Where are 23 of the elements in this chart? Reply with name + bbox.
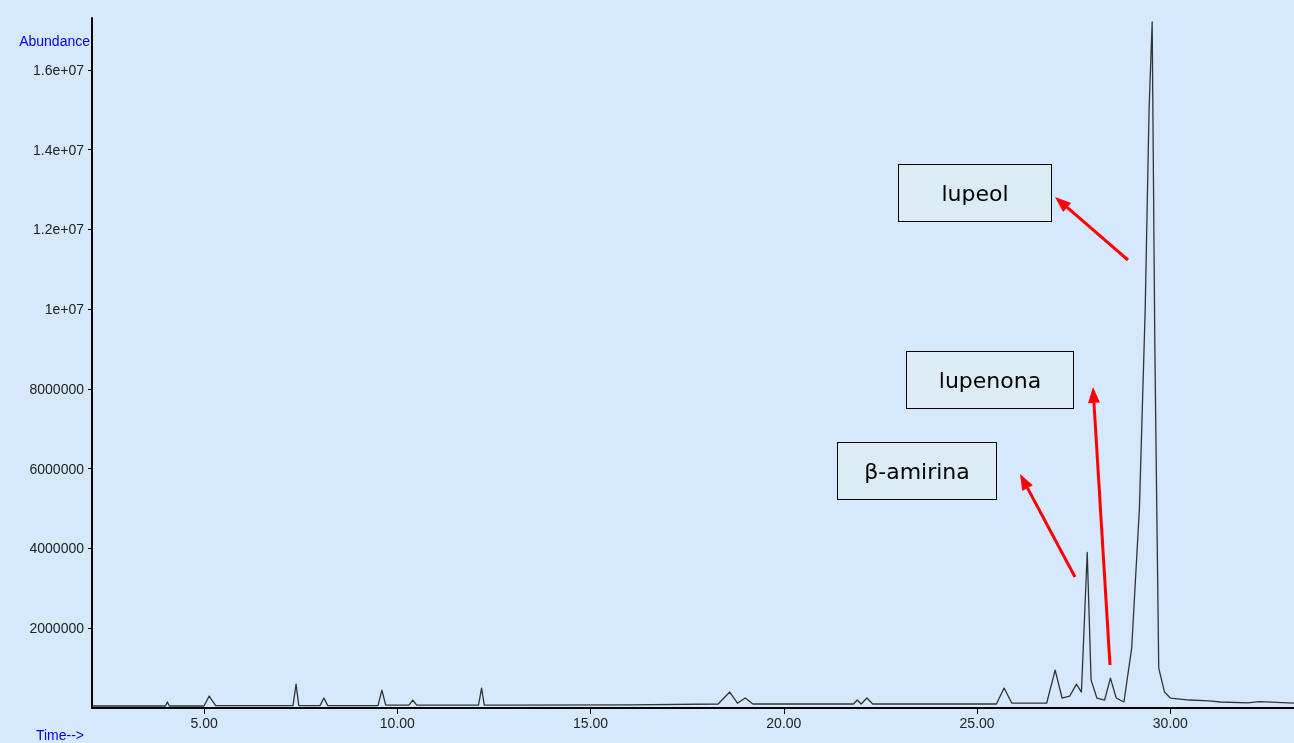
x-tick-label: 10.00 — [379, 715, 416, 731]
y-tick-label: 1.4e+07 — [33, 141, 85, 158]
y-tick-label: 2000000 — [29, 620, 85, 637]
x-tick-label: 20.00 — [766, 715, 802, 731]
y-axis-title: Abundance — [19, 33, 91, 49]
annotation: lupenona — [938, 367, 1042, 393]
y-tick-label: 6000000 — [29, 460, 85, 477]
callout-box: lupenona — [906, 351, 1074, 409]
y-tick-label: 1.6e+07 — [33, 61, 85, 78]
y-tick-label: 1e+07 — [44, 301, 85, 318]
y-tick-label: 4000000 — [29, 540, 85, 557]
line-series — [91, 21, 1294, 707]
y-tick-label: 8000000 — [29, 380, 85, 397]
x-tick-label: 15.00 — [573, 715, 609, 731]
x-tick-label: 5.00 — [190, 715, 218, 731]
y-tick-label: 1.2e+07 — [33, 221, 85, 238]
x-axis-title: Time--> — [35, 727, 84, 743]
x-tick-label: 25.00 — [959, 715, 995, 731]
x-tick-label: 30.00 — [1152, 715, 1189, 731]
callout-box: lupeol — [898, 164, 1052, 222]
callout-box: β-amirina — [837, 442, 997, 500]
annotation: lupeol — [941, 180, 1009, 206]
annotation: β-amirina — [864, 458, 970, 484]
